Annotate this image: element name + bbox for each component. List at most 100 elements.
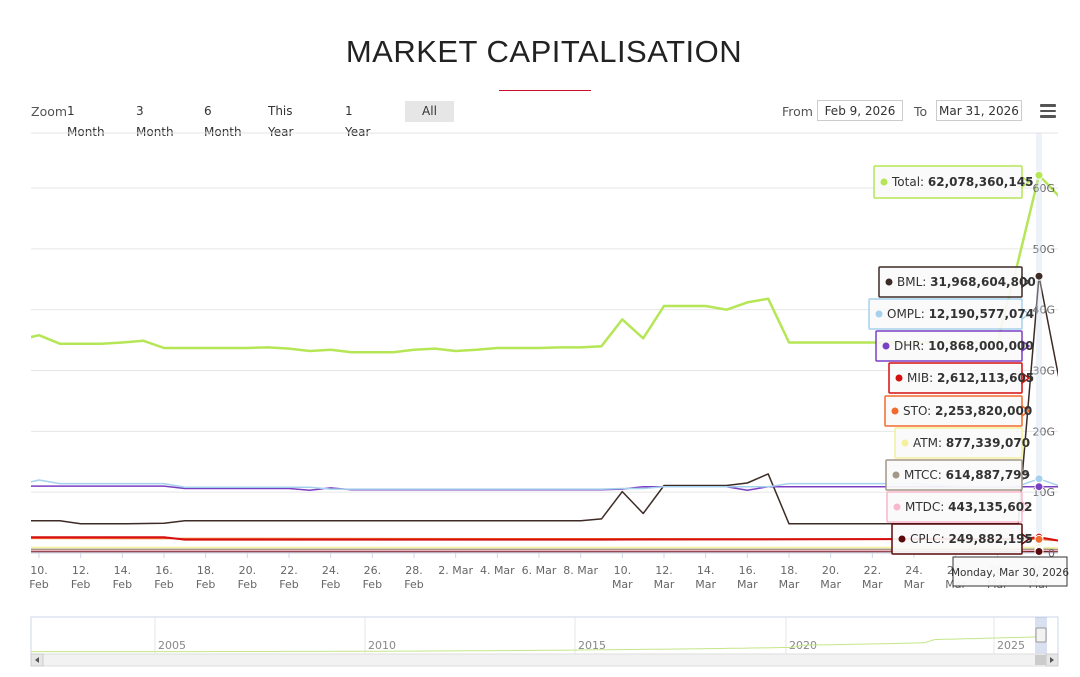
tooltip-text: BML: 31,968,604,800 — [897, 275, 1036, 289]
page-title: MARKET CAPITALISATION — [345, 34, 743, 69]
tooltip-series-name: MIB: — [907, 371, 937, 385]
tooltip-value: 2,612,113,605 — [937, 371, 1034, 385]
tooltip-swatch — [891, 407, 899, 415]
navigator-frame — [30, 616, 1059, 655]
tooltip-series-name: MTDC: — [905, 500, 948, 514]
x-tick-label: 12. Feb — [71, 564, 90, 591]
tooltip-value: 31,968,604,800 — [930, 275, 1036, 289]
tooltip-arrow — [1021, 307, 1031, 321]
tooltip-series-name: OMPL: — [887, 307, 929, 321]
tooltip-series-name: CPLC: — [910, 532, 949, 546]
tooltip-arrow — [1021, 371, 1031, 385]
y-tick-label: 20G — [1032, 425, 1055, 438]
navigator-handle[interactable] — [1035, 627, 1047, 643]
tooltip-arrow — [1021, 468, 1031, 482]
tooltip-mtdc: MTDC: 443,135,602 — [886, 491, 1032, 523]
point-marker-sto — [1034, 534, 1044, 544]
tooltip-series-name: DHR: — [894, 339, 928, 353]
tooltip-cplc: CPLC: 249,882,195 — [891, 523, 1033, 555]
tooltip-ompl: OMPL: 12,190,577,074 — [868, 298, 1034, 330]
menu-icon[interactable] — [1040, 104, 1056, 118]
y-tick-label: 60G — [1032, 182, 1055, 195]
x-tick-label: 24. Feb — [321, 564, 340, 591]
tooltip-swatch — [901, 439, 909, 447]
navigator-year-label: 2005 — [158, 639, 186, 652]
from-date-input[interactable]: Feb 9, 2026 — [817, 100, 903, 121]
zoom-button-all[interactable]: All — [405, 101, 454, 122]
navigator-scrollbar-track — [30, 653, 1059, 667]
navigator-year-label: 2010 — [368, 639, 396, 652]
tooltip-sto: STO: 2,253,820,000 — [884, 395, 1032, 427]
tooltip-date: Monday, Mar 30, 2026 — [951, 556, 1069, 587]
tooltip-value: 12,190,577,074 — [929, 307, 1035, 321]
tooltip-text: STO: 2,253,820,000 — [903, 404, 1032, 418]
x-tick-label: 4. Mar — [480, 564, 515, 577]
tooltip-mtcc: MTCC: 614,887,799 — [885, 459, 1031, 491]
x-tick-label: 16. Mar — [737, 564, 758, 591]
tooltip-arrow — [1021, 532, 1031, 546]
tooltip-text: OMPL: 12,190,577,074 — [887, 307, 1034, 321]
point-marker-total — [1034, 170, 1044, 180]
tooltip-text: MTCC: 614,887,799 — [904, 468, 1030, 482]
x-tick-label: 6. Mar — [522, 564, 557, 577]
x-axis: 10. Feb 12. Feb 14. Feb 16. Feb 18. Feb 20. Feb 22. F… — [29, 553, 1050, 591]
x-tick-label: 28. Feb — [404, 564, 423, 591]
tooltip-swatch — [875, 310, 883, 318]
zoom-button-6-month[interactable]: 6 Month — [204, 104, 242, 139]
tooltip-swatch — [895, 374, 903, 382]
zoom-label: Zoom — [31, 104, 68, 119]
x-tick-label: 22. Feb — [279, 564, 298, 591]
tooltip-value: 62,078,360,145 — [928, 175, 1034, 189]
zoom-button-1-month[interactable]: 1 Month — [67, 104, 105, 139]
x-tick-label: 10. Feb — [29, 564, 48, 591]
tooltip-swatch — [893, 503, 901, 511]
tooltip-mib: MIB: 2,612,113,605 — [888, 362, 1034, 394]
zoom-button-this-year[interactable]: This Year — [268, 104, 294, 139]
y-tick-label: 50G — [1032, 243, 1055, 256]
tooltip-arrow — [1021, 436, 1031, 450]
x-tick-label: 20. Feb — [238, 564, 257, 591]
tooltip-arrow — [1021, 175, 1031, 189]
tooltip-value: 614,887,799 — [946, 468, 1030, 482]
point-marker-ompl — [1034, 474, 1044, 484]
x-tick-label: 14. Feb — [113, 564, 132, 591]
tooltip-value: 10,868,000,000 — [928, 339, 1034, 353]
point-marker-cplc — [1034, 546, 1044, 556]
to-label: To — [914, 104, 928, 119]
tooltip-text: MIB: 2,612,113,605 — [907, 371, 1034, 385]
crosshair — [1034, 133, 1044, 556]
tooltip-series-name: BML: — [897, 275, 930, 289]
tooltip-text: ATM: 877,339,070 — [913, 436, 1030, 450]
tooltip-bml: BML: 31,968,604,800 — [878, 266, 1036, 298]
navigator-year-label: 2015 — [578, 639, 606, 652]
x-tick-label: 22. Mar — [862, 564, 883, 591]
point-marker-bml — [1034, 271, 1044, 281]
x-tick-label: 20. Mar — [820, 564, 841, 591]
tooltip-date-box — [952, 556, 1068, 587]
scroll-left-icon — [35, 657, 39, 663]
tooltip-series-name: STO: — [903, 404, 935, 418]
zoom-button-3-month[interactable]: 3 Month — [136, 104, 174, 139]
tooltip-series-name: Total: — [891, 175, 928, 189]
point-marker-dhr — [1034, 482, 1044, 492]
tooltip-arrow — [1021, 404, 1031, 418]
x-tick-label: 26. Feb — [363, 564, 382, 591]
tooltip-value: 877,339,070 — [946, 436, 1030, 450]
x-tick-label: 12. Mar — [654, 564, 675, 591]
zoom-button-1-year[interactable]: 1 Year — [345, 104, 371, 139]
tooltip-text: Total: 62,078,360,145 — [891, 175, 1033, 189]
x-tick-label: 8. Mar — [563, 564, 598, 577]
tooltip-swatch — [898, 535, 906, 543]
tooltip-swatch — [885, 278, 893, 286]
tooltip-arrow — [1021, 339, 1031, 353]
y-tick-label: 40G — [1032, 304, 1055, 317]
scrollbar-thumb[interactable] — [1035, 655, 1046, 665]
x-tick-label: 18. Mar — [779, 564, 800, 591]
to-date-input[interactable]: Mar 31, 2026 — [936, 100, 1022, 121]
tooltip-series-name: ATM: — [913, 436, 946, 450]
tooltip-total: Total: 62,078,360,145 — [873, 165, 1033, 199]
tooltip-value: 249,882,195 — [949, 532, 1033, 546]
tooltip-swatch — [880, 178, 888, 186]
